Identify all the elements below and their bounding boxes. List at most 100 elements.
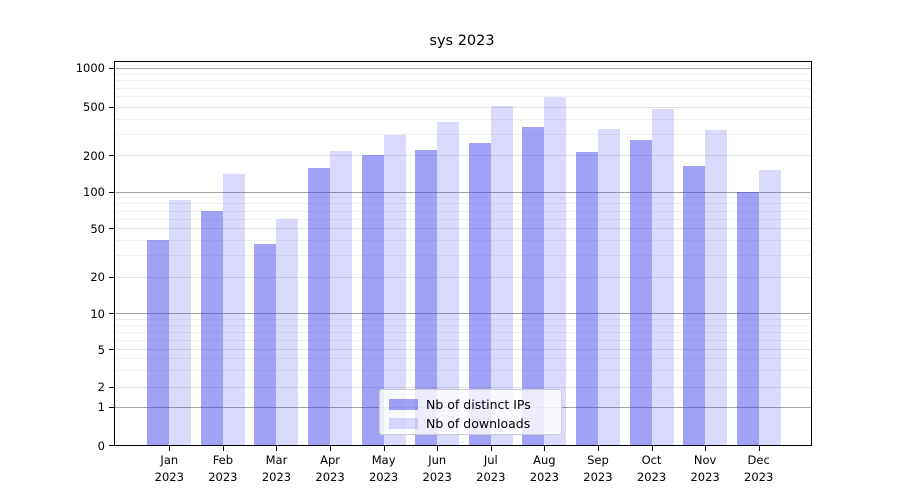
y-tick-label-0: 0 bbox=[97, 438, 105, 453]
y-tick-label-1000: 1000 bbox=[75, 61, 105, 76]
x-tick-label-mar: Mar 2023 bbox=[244, 452, 308, 485]
year-label-sep: 2023 bbox=[583, 469, 613, 484]
chart-title: sys 2023 bbox=[429, 33, 495, 49]
month-label-may: May bbox=[371, 453, 396, 467]
x-tick-label-dec: Dec 2023 bbox=[727, 452, 791, 485]
month-label-aug: Aug bbox=[533, 453, 556, 467]
y-tick-label-20: 20 bbox=[90, 270, 105, 285]
x-tick-jul bbox=[490, 446, 492, 451]
x-tick-aug bbox=[544, 446, 546, 451]
month-label-oct: Oct bbox=[641, 453, 662, 467]
bar-apr-distinct-ips bbox=[308, 168, 331, 445]
gridline-minor-70 bbox=[115, 210, 811, 212]
bar-may-distinct-ips bbox=[361, 154, 384, 445]
bar-jan-downloads bbox=[169, 200, 192, 445]
legend-label-distinct-ips: Nb of distinct IPs bbox=[426, 397, 531, 412]
bar-feb-downloads bbox=[222, 174, 245, 445]
bar-jun-distinct-ips bbox=[415, 149, 438, 445]
y-tick-100 bbox=[109, 191, 114, 193]
legend-item-downloads: Nb of downloads bbox=[380, 414, 561, 433]
month-label-jan: Jan bbox=[160, 453, 179, 467]
gridline-minor-80 bbox=[115, 203, 811, 205]
x-tick-label-sep: Sep 2023 bbox=[566, 452, 630, 485]
x-tick-oct bbox=[651, 446, 653, 451]
gridline-2 bbox=[115, 386, 811, 388]
year-label-jul: 2023 bbox=[476, 469, 506, 484]
bar-mar-downloads bbox=[276, 218, 299, 445]
bar-jul-downloads bbox=[490, 106, 513, 445]
x-tick-label-jun: Jun 2023 bbox=[405, 452, 469, 485]
gridline-200 bbox=[115, 155, 811, 157]
bar-nov-downloads bbox=[705, 129, 728, 445]
x-tick-label-may: May 2023 bbox=[352, 452, 416, 485]
bar-mar-distinct-ips bbox=[254, 244, 277, 445]
y-tick-label-1: 1 bbox=[97, 400, 105, 415]
y-tick-0 bbox=[109, 445, 114, 446]
gridline-minor-600 bbox=[115, 96, 811, 98]
gridline-100 bbox=[115, 191, 811, 193]
gridline-minor-60 bbox=[115, 218, 811, 220]
month-label-apr: Apr bbox=[320, 453, 340, 467]
bar-jul-distinct-ips bbox=[468, 142, 491, 445]
bar-sep-distinct-ips bbox=[575, 151, 598, 445]
y-tick-label-5: 5 bbox=[97, 342, 105, 357]
y-tick-10 bbox=[109, 313, 114, 315]
y-tick-label-50: 50 bbox=[90, 221, 105, 236]
month-label-jul: Jul bbox=[483, 453, 498, 467]
y-tick-label-100: 100 bbox=[83, 185, 105, 200]
y-tick-label-2: 2 bbox=[97, 380, 105, 395]
legend-label-downloads: Nb of downloads bbox=[426, 416, 531, 431]
x-tick-label-feb: Feb 2023 bbox=[191, 452, 255, 485]
x-tick-nov bbox=[705, 446, 707, 451]
gridline-minor-3 bbox=[115, 370, 811, 372]
legend: Nb of distinct IPs Nb of downloads bbox=[379, 389, 562, 435]
y-tick-200 bbox=[109, 155, 114, 157]
year-label-dec: 2023 bbox=[744, 469, 774, 484]
legend-swatch-downloads bbox=[389, 418, 418, 429]
year-label-apr: 2023 bbox=[315, 469, 345, 484]
y-tick-label-10: 10 bbox=[90, 306, 105, 321]
gridline-minor-800 bbox=[115, 80, 811, 82]
y-tick-500 bbox=[109, 106, 114, 108]
x-tick-jun bbox=[437, 446, 439, 451]
gridline-50 bbox=[115, 228, 811, 230]
gridline-5 bbox=[115, 349, 811, 351]
month-label-jun: Jun bbox=[428, 453, 447, 467]
year-label-feb: 2023 bbox=[208, 469, 238, 484]
gridline-minor-90 bbox=[115, 197, 811, 199]
bar-apr-downloads bbox=[330, 150, 353, 445]
x-tick-feb bbox=[222, 446, 224, 451]
gridline-minor-4 bbox=[115, 358, 811, 360]
year-label-jan: 2023 bbox=[154, 469, 184, 484]
x-tick-dec bbox=[758, 446, 760, 451]
bar-aug-distinct-ips bbox=[522, 127, 545, 445]
bar-jan-distinct-ips bbox=[147, 240, 170, 445]
gridline-minor-700 bbox=[115, 87, 811, 89]
gridline-500 bbox=[115, 106, 811, 108]
year-label-aug: 2023 bbox=[529, 469, 559, 484]
year-label-jun: 2023 bbox=[422, 469, 452, 484]
x-tick-mar bbox=[276, 446, 278, 451]
bar-jun-downloads bbox=[437, 122, 460, 445]
bar-nov-distinct-ips bbox=[683, 166, 706, 445]
bar-oct-distinct-ips bbox=[629, 139, 652, 445]
month-label-dec: Dec bbox=[747, 453, 770, 467]
bar-sep-downloads bbox=[597, 129, 620, 445]
bar-dec-distinct-ips bbox=[736, 191, 759, 445]
bar-aug-downloads bbox=[544, 97, 567, 445]
y-tick-1 bbox=[109, 406, 114, 408]
gridline-20 bbox=[115, 276, 811, 278]
plot-area: Nb of distinct IPs Nb of downloads 0 1 2 5 1… bbox=[76, 61, 812, 484]
x-tick-sep bbox=[597, 446, 599, 451]
gridline-minor-300 bbox=[115, 133, 811, 135]
month-label-sep: Sep bbox=[587, 453, 609, 467]
bar-may-downloads bbox=[383, 134, 406, 445]
y-tick-5 bbox=[109, 349, 114, 351]
x-tick-label-oct: Oct 2023 bbox=[620, 452, 684, 485]
x-tick-may bbox=[383, 446, 385, 451]
gridline-minor-40 bbox=[115, 240, 811, 242]
year-label-may: 2023 bbox=[368, 469, 399, 484]
gridline-minor-7 bbox=[115, 331, 811, 333]
x-tick-apr bbox=[330, 446, 332, 451]
